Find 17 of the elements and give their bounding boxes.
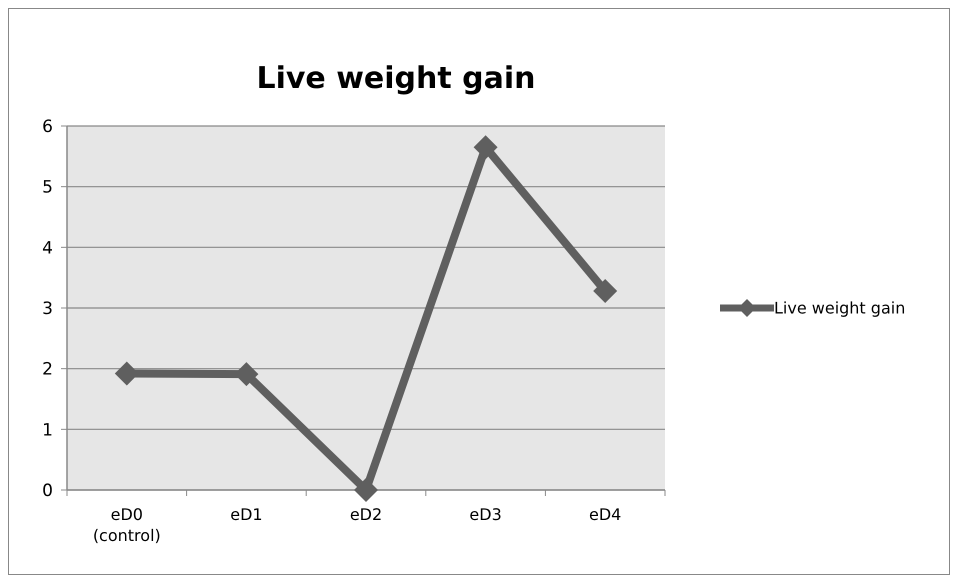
x-tick-label: eD0 (control) (92, 505, 161, 545)
y-tick-label: 3 (42, 298, 53, 319)
y-tick-label: 0 (42, 480, 53, 501)
x-tick-label: eD1 (230, 505, 263, 524)
y-tick-label: 1 (42, 420, 53, 440)
x-tick-label: eD3 (469, 505, 502, 524)
y-tick-label: 4 (42, 238, 53, 258)
x-tick-label: eD4 (589, 505, 622, 524)
point (474, 135, 498, 160)
x-tick-label: eD2 (350, 505, 382, 524)
chart-title: Live weight gain (256, 61, 536, 96)
y-tick-label: 2 (42, 360, 53, 380)
point (354, 478, 378, 502)
point (593, 279, 618, 304)
y-tick-label: 5 (42, 178, 53, 198)
legend-label: Live weight gain (774, 298, 906, 318)
y-tick-label: 6 (42, 116, 53, 137)
